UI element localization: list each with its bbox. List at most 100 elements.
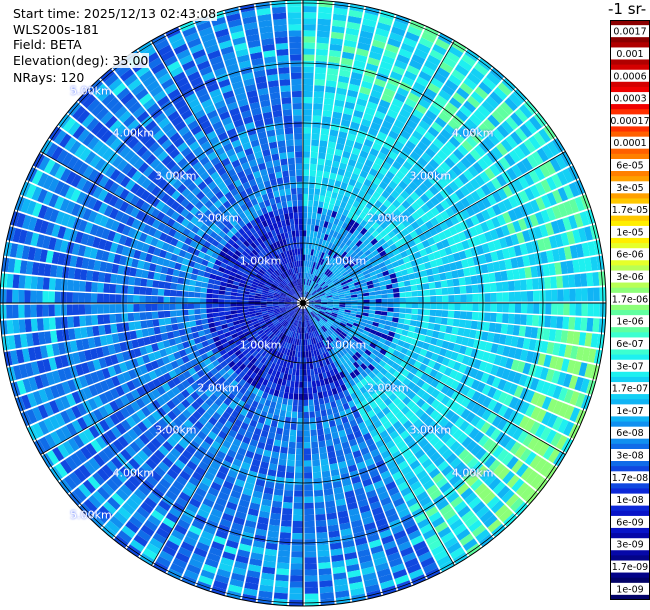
ppi-cell	[352, 200, 360, 209]
ppi-cell	[233, 516, 245, 526]
ppi-cell	[207, 283, 214, 289]
ppi-cell	[379, 125, 390, 136]
ppi-cell	[412, 464, 425, 476]
ppi-cell	[18, 289, 25, 303]
ppi-cell	[428, 316, 436, 324]
ppi-cell	[314, 225, 319, 232]
ppi-cell	[422, 479, 435, 491]
ppi-cell	[336, 240, 343, 247]
ppi-cell	[218, 307, 225, 312]
ppi-cell	[290, 563, 303, 570]
ppi-cell	[320, 273, 326, 280]
ppi-cell	[219, 315, 226, 321]
ppi-cell	[342, 244, 349, 251]
ppi-cell	[367, 284, 375, 289]
ppi-cell	[247, 564, 262, 573]
ppi-cell	[304, 278, 307, 286]
ppi-cell	[303, 230, 307, 237]
ppi-cell	[332, 437, 341, 446]
ppi-cell	[312, 262, 316, 269]
ppi-cell	[321, 208, 328, 216]
ppi-cell	[300, 308, 303, 315]
ppi-cell	[481, 196, 492, 209]
ppi-cell	[314, 316, 320, 322]
ppi-cell	[295, 326, 298, 333]
ppi-cell	[419, 496, 432, 507]
ppi-cell	[481, 100, 495, 114]
ppi-cell	[348, 575, 363, 585]
ppi-cell	[395, 328, 403, 335]
ppi-cell	[516, 463, 529, 478]
ppi-cell	[237, 549, 251, 558]
ppi-cell	[402, 37, 418, 48]
ppi-cell	[356, 366, 364, 374]
ppi-cell	[341, 51, 355, 60]
ppi-cell	[483, 136, 496, 150]
ppi-cell	[296, 436, 303, 443]
ppi-cell	[411, 211, 421, 221]
ppi-cell	[430, 296, 437, 303]
ppi-cell	[406, 119, 418, 130]
ppi-cell	[580, 317, 588, 331]
ppi-cell	[406, 267, 415, 275]
ppi-cell	[374, 356, 382, 364]
ppi-cell	[458, 345, 467, 355]
ppi-cell	[430, 303, 437, 310]
ppi-cell	[492, 445, 505, 459]
ppi-cell	[397, 213, 407, 223]
ppi-cell	[481, 409, 492, 421]
ppi-cell	[307, 375, 312, 382]
ppi-cell	[501, 281, 509, 292]
ppi-cell	[290, 356, 295, 363]
ppi-cell	[502, 345, 511, 357]
ppi-cell	[346, 184, 355, 192]
ppi-cell	[331, 160, 340, 169]
ppi-cell	[230, 292, 238, 297]
ppi-cell	[289, 349, 293, 357]
ppi-cell	[324, 261, 330, 268]
ppi-cell	[327, 242, 333, 249]
ppi-cell	[394, 455, 406, 466]
ppi-cell	[497, 466, 511, 481]
ppi-cell	[351, 297, 358, 301]
ppi-cell	[445, 101, 459, 114]
ppi-cell	[439, 221, 449, 231]
ppi-cell	[446, 318, 454, 326]
ppi-cell	[460, 487, 474, 500]
ppi-cell	[352, 525, 365, 534]
ppi-cell	[396, 87, 409, 98]
ppi-cell	[404, 97, 417, 109]
ppi-cell	[414, 448, 426, 460]
ppi-cell	[348, 9, 363, 19]
ppi-cell	[421, 152, 432, 163]
ppi-cell	[115, 284, 123, 294]
ppi-cell	[347, 502, 358, 511]
ppi-cell	[417, 551, 433, 563]
ppi-cell	[563, 405, 575, 420]
ppi-cell	[329, 265, 336, 272]
ppi-cell	[345, 27, 360, 36]
ppi-cell	[364, 107, 376, 116]
ppi-cell	[397, 352, 406, 360]
ppi-cell	[560, 261, 568, 275]
ppi-cell	[445, 51, 460, 64]
ppi-cell	[375, 439, 385, 449]
ppi-cell	[315, 361, 321, 369]
ppi-cell	[318, 238, 324, 246]
ppi-cell	[347, 386, 355, 395]
ppi-cell	[67, 316, 74, 328]
ppi-cell	[309, 175, 316, 183]
ppi-cell	[373, 282, 380, 288]
ppi-cell	[367, 443, 378, 453]
ppi-cell	[309, 273, 313, 280]
ppi-cell	[352, 322, 360, 328]
ppi-cell	[554, 262, 562, 275]
ppi-cell	[362, 452, 373, 462]
ppi-cell	[326, 320, 333, 326]
ppi-cell	[337, 335, 344, 342]
ppi-cell	[319, 140, 328, 148]
ppi-cell	[392, 397, 402, 406]
ppi-cell	[487, 114, 501, 128]
ppi-cell	[335, 418, 343, 426]
ppi-cell	[534, 458, 547, 473]
